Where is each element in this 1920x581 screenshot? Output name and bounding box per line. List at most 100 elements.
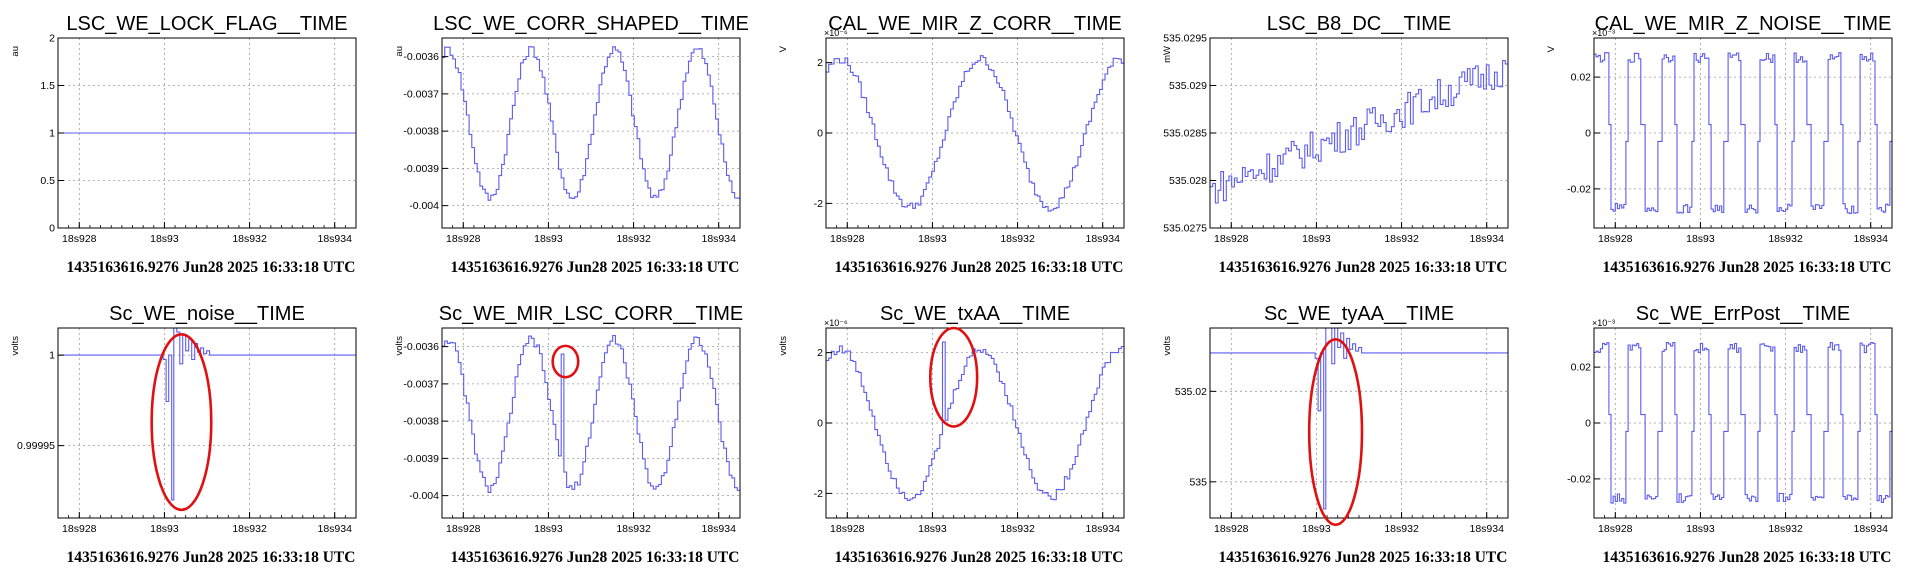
y-tick-label: -0.0037 [403,378,439,390]
series-line [1594,52,1892,214]
x-tick-label: 18s932 [1768,523,1803,535]
y-tick-label: 0 [817,418,823,430]
chart-panel: LSC_WE_LOCK_FLAG__TIME 18s928 18s93 18s932 1… [0,0,384,290]
y-tick-label: -0.02 [1567,183,1591,195]
y-tick-label: -0.004 [409,490,439,502]
chart-panel: Sc_WE_noise__TIME 18s928 18s93 18s932 18s934… [0,290,384,580]
x-tick-label: 18s928 [1598,233,1633,245]
y-axis-label: au [394,46,405,57]
y-axis-exponent: ×10⁻³ [1592,28,1615,38]
chart-title: Sc_WE_noise__TIME [109,303,305,325]
y-tick-label: -0.0038 [403,416,439,428]
chart-panel: LSC_B8_DC__TIME 18s928 18s93 18s932 18s934 53… [1152,0,1536,290]
y-axis-label: volts [778,336,789,356]
y-tick-label: -2 [814,488,823,500]
chart-svg: LSC_B8_DC__TIME 18s928 18s93 18s932 18s934 53… [1162,13,1509,276]
y-axis-exponent: ×10⁻⁶ [824,318,848,328]
x-tick-label: 18s928 [830,233,865,245]
timestamp-caption: 1435163616.9276 Jun28 2025 16:33:18 UTC [1603,259,1892,276]
y-axis-exponent: ×10⁻³ [1592,318,1615,328]
x-tick-label: 18s932 [1384,523,1419,535]
chart-panel: CAL_WE_MIR_Z_CORR__TIME 18s928 18s93 18s932… [768,0,1152,290]
y-axis-exponent: ×10⁻⁶ [824,28,848,38]
y-tick-label: 535.0295 [1163,33,1207,45]
x-tick-label: 18s93 [534,233,563,245]
x-tick-label: 18s93 [918,233,947,245]
plot-frame [1593,37,1893,229]
series-line [442,334,740,493]
y-tick-label: -0.0036 [403,51,439,63]
y-tick-label: -2 [814,198,823,210]
y-axis-label: V [1546,45,1557,52]
x-tick-label: 18s93 [534,523,563,535]
timestamp-caption: 1435163616.9276 Jun28 2025 16:33:18 UTC [1219,549,1508,566]
chart-svg: Sc_WE_ErrPost__TIME 18s928 18s93 18s932 18s9… [1567,303,1893,566]
x-tick-label: 18s934 [701,523,736,535]
x-tick-label: 18s928 [830,523,865,535]
chart-title: Sc_WE_MIR_LSC_CORR__TIME [439,303,744,325]
chart-title: Sc_WE_ErrPost__TIME [1636,303,1851,325]
y-tick-label: 1 [49,350,55,362]
y-tick-label: 2 [817,57,823,69]
chart-title: LSC_B8_DC__TIME [1267,13,1452,35]
timestamp-caption: 1435163616.9276 Jun28 2025 16:33:18 UTC [835,549,1124,566]
y-tick-label: 535.02 [1175,386,1207,398]
y-tick-label: 535.0275 [1163,223,1207,235]
series-line [442,46,740,201]
x-tick-label: 18s928 [446,233,481,245]
chart-title: LSC_WE_LOCK_FLAG__TIME [66,13,347,35]
timestamp-caption: 1435163616.9276 Jun28 2025 16:33:18 UTC [835,259,1124,276]
y-tick-label: 1 [49,128,55,140]
timestamp-caption: 1435163616.9276 Jun28 2025 16:33:18 UTC [451,549,740,566]
y-axis-label: volts [394,336,405,356]
chart-svg: CAL_WE_MIR_Z_CORR__TIME 18s928 18s93 18s932… [778,13,1125,276]
x-tick-label: 18s928 [1214,233,1249,245]
x-tick-label: 18s934 [317,523,352,535]
y-tick-label: 0.02 [1571,72,1592,84]
chart-svg: Sc_WE_noise__TIME 18s928 18s93 18s932 18s934… [10,303,357,566]
timestamp-caption: 1435163616.9276 Jun28 2025 16:33:18 UTC [67,549,356,566]
y-tick-label: -0.004 [409,200,439,212]
x-tick-label: 18s93 [1686,233,1715,245]
x-tick-label: 18s932 [616,523,651,535]
y-tick-label: 0.99995 [17,440,55,452]
chart-title: Sc_WE_tyAA__TIME [1264,303,1454,325]
highlight-ellipse [928,326,979,428]
timestamp-caption: 1435163616.9276 Jun28 2025 16:33:18 UTC [451,259,740,276]
highlight-ellipse [551,344,580,379]
x-tick-label: 18s932 [616,233,651,245]
x-tick-label: 18s934 [317,233,352,245]
x-tick-label: 18s93 [150,523,179,535]
y-tick-label: -0.0038 [403,126,439,138]
y-tick-label: -0.0039 [403,453,439,465]
y-tick-label: -0.0039 [403,163,439,175]
y-tick-label: -0.0036 [403,341,439,353]
plot-frame [1209,327,1509,519]
x-tick-label: 18s934 [1853,233,1888,245]
y-axis-label: au [10,46,21,57]
y-axis-label: volts [10,336,21,356]
chart-title: Sc_WE_txAA__TIME [880,303,1070,325]
y-tick-label: 0 [817,128,823,140]
timestamp-caption: 1435163616.9276 Jun28 2025 16:33:18 UTC [67,259,356,276]
series-line [826,55,1124,212]
y-axis-label: mW [1162,46,1173,63]
chart-panel: CAL_WE_MIR_Z_NOISE__TIME 18s928 18s93 18s93… [1536,0,1920,290]
x-tick-label: 18s93 [1302,523,1331,535]
x-tick-label: 18s932 [1000,523,1035,535]
x-tick-label: 18s934 [1469,233,1504,245]
x-tick-label: 18s934 [1469,523,1504,535]
series-line [1594,342,1892,504]
y-tick-label: -0.02 [1567,473,1591,485]
y-tick-label: 2 [49,33,55,45]
chart-panel: Sc_WE_ErrPost__TIME 18s928 18s93 18s932 18s9… [1536,290,1920,580]
chart-svg: Sc_WE_MIR_LSC_CORR__TIME 18s928 18s93 18s93… [394,303,744,566]
x-tick-label: 18s934 [701,233,736,245]
chart-svg: LSC_WE_CORR_SHAPED__TIME 18s928 18s93 18s93… [394,13,749,276]
plot-frame [57,327,357,519]
x-tick-label: 18s93 [918,523,947,535]
chart-panel: Sc_WE_MIR_LSC_CORR__TIME 18s928 18s93 18s93… [384,290,768,580]
x-tick-label: 18s928 [62,523,97,535]
chart-svg: Sc_WE_txAA__TIME 18s928 18s93 18s932 18s934 2… [778,303,1125,566]
